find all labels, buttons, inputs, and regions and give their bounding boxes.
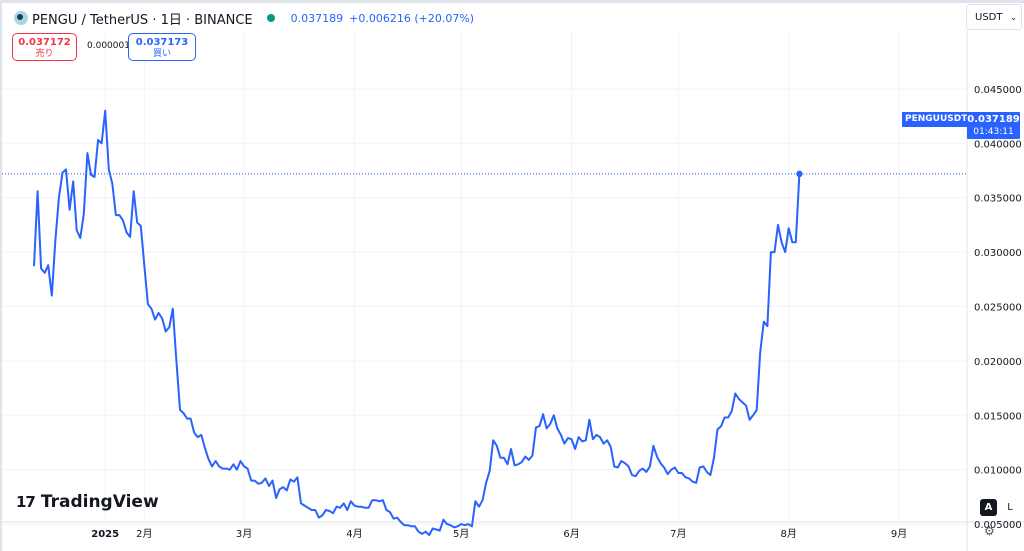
x-tick-label: 3月 xyxy=(236,528,252,540)
x-tick-label: 2月 xyxy=(136,528,152,540)
last-price-tag: 0.037189 01:43:11 xyxy=(967,112,1020,139)
y-tick-label: 0.035000 xyxy=(974,194,1022,205)
symbol-legend[interactable]: PENGU / TetherUS · 1日 · BINANCE 0.037189… xyxy=(14,9,475,28)
brand-name: TradingView xyxy=(40,492,159,512)
buy-price: 0.037173 xyxy=(135,37,189,48)
x-tick-label: 9月 xyxy=(891,528,907,540)
x-tick-label: 8月 xyxy=(781,528,797,540)
x-tick-label: 5月 xyxy=(453,528,469,540)
symbol-title[interactable]: PENGU / TetherUS · 1日 · BINANCE xyxy=(32,12,253,28)
y-tick-label: 0.045000 xyxy=(974,85,1022,96)
legend-change: +0.006216 (+20.07%) xyxy=(349,11,475,25)
market-status-icon[interactable] xyxy=(266,14,275,22)
sell-price: 0.037172 xyxy=(18,37,71,48)
x-tick-label: 7月 xyxy=(670,528,686,540)
pengu-logo-icon xyxy=(14,11,28,25)
buy-button[interactable]: 0.037173 買い xyxy=(128,33,196,61)
gear-icon[interactable]: ⚙ xyxy=(984,524,995,538)
spread-value: 0.000001 xyxy=(87,41,130,51)
auto-scale-button[interactable]: A xyxy=(980,499,997,516)
y-tick-label: 0.040000 xyxy=(974,139,1022,150)
price-axis[interactable]: 0.005000 0.010000 0.015000 0.020000 0.025000… xyxy=(974,85,1022,531)
y-tick-label: 0.025000 xyxy=(974,303,1022,314)
bar-countdown: 01:43:11 xyxy=(973,127,1014,137)
sell-label: 売り xyxy=(35,49,54,59)
y-tick-label: 0.005000 xyxy=(974,520,1022,531)
price-series-line xyxy=(33,109,801,536)
legend-price: 0.037189 xyxy=(290,11,344,25)
symbol-price-tag: PENGUUSDT xyxy=(902,112,971,127)
y-tick-label: 0.010000 xyxy=(974,466,1022,477)
y-tick-label: 0.030000 xyxy=(974,248,1022,259)
x-tick-label: 4月 xyxy=(346,528,362,540)
x-tick-label: 2025 xyxy=(91,529,119,540)
currency-label: USDT xyxy=(975,12,1003,23)
x-tick-label: 6月 xyxy=(563,528,579,540)
currency-select[interactable]: USDT ⌄ xyxy=(966,4,1022,30)
buy-label: 買い xyxy=(152,49,171,59)
y-tick-label: 0.020000 xyxy=(974,357,1022,368)
sell-button[interactable]: 0.037172 売り xyxy=(12,33,77,61)
y-tick-label: 0.015000 xyxy=(974,411,1022,422)
log-scale-button[interactable]: L xyxy=(1007,502,1013,513)
tradingview-logo[interactable]: 17 TradingView xyxy=(16,492,159,512)
chevron-down-icon: ⌄ xyxy=(1010,13,1017,22)
time-axis[interactable]: 2025 2月 3月 4月 5月 6月 7月 8月 9月 xyxy=(91,528,907,540)
last-price-value: 0.037189 xyxy=(967,114,1020,125)
tradingview-logo-icon: 17 xyxy=(16,493,36,511)
grid-lines xyxy=(2,30,966,525)
last-price-marker xyxy=(796,170,803,178)
